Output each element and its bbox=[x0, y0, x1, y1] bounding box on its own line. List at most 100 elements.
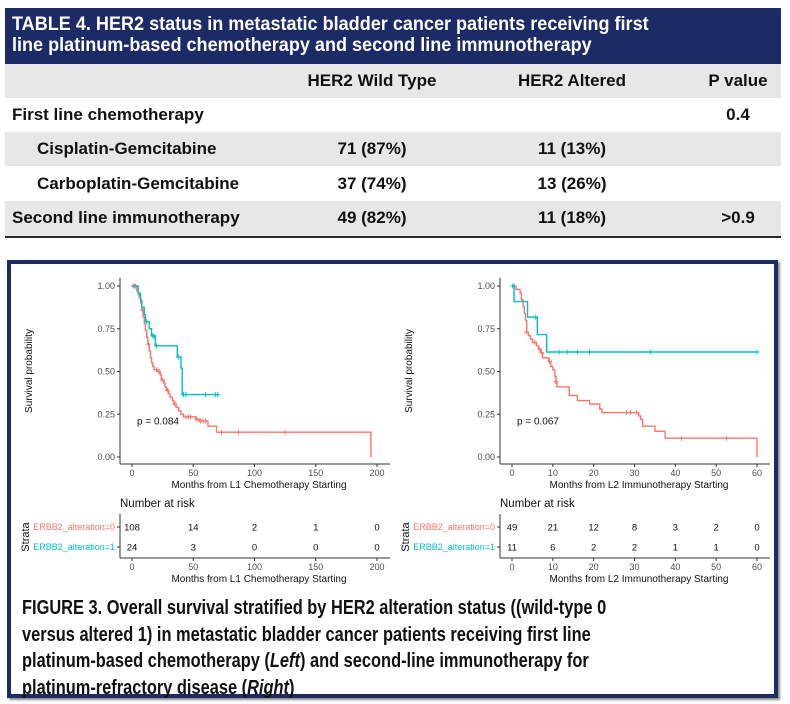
censor-mark bbox=[218, 429, 224, 435]
censor-mark bbox=[531, 339, 537, 345]
table-title-line: TABLE 4. HER2 status in metastatic bladd… bbox=[12, 14, 649, 35]
censor-mark bbox=[556, 349, 562, 355]
risk-x-tick-label: 40 bbox=[670, 562, 680, 572]
table-title: TABLE 4. HER2 status in metastatic bladd… bbox=[5, 8, 781, 64]
censor-mark bbox=[678, 435, 684, 441]
risk-count: 3 bbox=[191, 543, 196, 554]
risk-table-title: Number at risk bbox=[500, 498, 575, 510]
censor-mark bbox=[523, 329, 529, 335]
risk-count: 8 bbox=[632, 523, 637, 534]
censor-mark bbox=[236, 429, 242, 435]
x-tick-label: 50 bbox=[188, 468, 198, 478]
km-curve-erbb2-alteration-0 bbox=[132, 285, 372, 457]
censor-mark bbox=[183, 392, 189, 398]
p-value: 0.4 bbox=[726, 105, 750, 124]
risk-count: 1 bbox=[313, 523, 318, 534]
risk-x-tick-label: 30 bbox=[629, 562, 639, 572]
censor-mark bbox=[151, 333, 157, 339]
risk-count: 2 bbox=[591, 543, 596, 554]
y-tick-label: 0.00 bbox=[477, 452, 495, 462]
risk-count: 1 bbox=[714, 543, 719, 554]
risk-count: 0 bbox=[313, 543, 318, 554]
caption-line: FIGURE 3. Overall survival stratified by… bbox=[22, 595, 606, 622]
strata-axis-title: Strata bbox=[20, 521, 32, 551]
p-value: >0.9 bbox=[721, 208, 755, 227]
km-curve-erbb2-alteration-0 bbox=[512, 285, 758, 457]
x-tick-label: 60 bbox=[752, 468, 762, 478]
risk-count: 1 bbox=[673, 543, 678, 554]
risk-count: 11 bbox=[507, 543, 517, 554]
risk-count: 2 bbox=[252, 523, 257, 534]
censor-mark bbox=[634, 410, 640, 416]
caption-line: platinum-refractory disease (Right) bbox=[22, 675, 606, 702]
risk-count: 2 bbox=[632, 543, 637, 554]
y-tick-label: 0.25 bbox=[97, 409, 115, 419]
row-label: Carboplatin-Gemcitabine bbox=[37, 174, 240, 193]
x-tick-label: 20 bbox=[589, 468, 599, 478]
censor-mark bbox=[587, 349, 593, 355]
caption-italic-text: Right bbox=[247, 676, 290, 699]
y-tick-label: 1.00 bbox=[477, 281, 495, 291]
caption-text: platinum-based chemotherapy ( bbox=[22, 650, 270, 672]
strata-label: ERBB2_alteration=0 bbox=[413, 522, 495, 532]
censor-mark bbox=[539, 350, 545, 356]
risk-count: 14 bbox=[188, 523, 199, 534]
caption-line: platinum-based chemotherapy (Left) and s… bbox=[22, 648, 606, 675]
caption-line: versus altered 1) in metastatic bladder … bbox=[22, 622, 606, 649]
strata-label: ERBB2_alteration=1 bbox=[413, 542, 495, 552]
table-row: First line chemotherapy 0.4 bbox=[5, 98, 781, 132]
wild-type-value: 37 (74%) bbox=[337, 174, 407, 193]
x-tick-label: 0 bbox=[129, 468, 134, 478]
caption-text: versus altered 1) in metastatic bladder … bbox=[22, 623, 591, 646]
risk-count: 24 bbox=[127, 543, 138, 554]
censor-mark bbox=[282, 429, 288, 435]
table-title-line: line platinum-based chemotherapy and sec… bbox=[12, 35, 592, 56]
x-tick-label: 100 bbox=[247, 468, 262, 478]
censor-mark bbox=[564, 349, 570, 355]
altered-value: 13 (26%) bbox=[537, 174, 607, 193]
strata-axis-title: Strata bbox=[400, 521, 412, 551]
risk-count: 6 bbox=[550, 543, 555, 554]
x-tick-label: 50 bbox=[711, 468, 721, 478]
censor-mark bbox=[156, 369, 162, 374]
risk-count: 0 bbox=[754, 543, 759, 554]
risk-count: 2 bbox=[714, 523, 719, 534]
risk-x-tick-label: 10 bbox=[548, 562, 558, 572]
risk-x-tick-label: 50 bbox=[711, 562, 721, 572]
censor-mark bbox=[160, 377, 166, 383]
censor-mark bbox=[203, 392, 208, 398]
caption-text: ) and second-line immunotherapy for bbox=[299, 650, 589, 672]
risk-x-axis-title: Months from L1 Chemotherapy Starting bbox=[171, 574, 346, 585]
row-label: Cisplatin-Gemcitabine bbox=[37, 139, 217, 158]
caption-text: FIGURE 3. Overall survival stratified by… bbox=[22, 597, 607, 619]
censor-mark bbox=[154, 343, 159, 349]
column-header-wild-type: HER2 Wild Type bbox=[307, 71, 437, 90]
risk-x-axis-title: Months from L2 Immunotherapy Starting bbox=[550, 574, 729, 585]
censor-mark bbox=[510, 283, 516, 289]
risk-table-title: Number at risk bbox=[120, 498, 195, 510]
censor-mark bbox=[574, 349, 580, 355]
risk-count: 21 bbox=[548, 523, 559, 534]
strata-label: ERBB2_alteration=0 bbox=[33, 522, 115, 532]
risk-x-tick-label: 200 bbox=[369, 562, 384, 572]
censor-mark bbox=[754, 349, 760, 355]
risk-x-tick-label: 0 bbox=[509, 562, 514, 572]
risk-count: 49 bbox=[507, 523, 518, 534]
risk-count: 0 bbox=[754, 523, 759, 534]
caption-text: platinum-refractory disease ( bbox=[22, 676, 248, 699]
table-bottom-rule bbox=[5, 236, 781, 238]
figure-frame bbox=[7, 260, 778, 698]
risk-x-tick-label: 0 bbox=[129, 562, 134, 572]
column-header-altered: HER2 Altered bbox=[517, 71, 626, 90]
wild-type-value: 71 (87%) bbox=[337, 139, 407, 158]
x-tick-label: 0 bbox=[509, 468, 514, 478]
altered-value: 11 (18%) bbox=[537, 208, 607, 227]
y-tick-label: 1.00 bbox=[97, 281, 115, 291]
row-label: First line chemotherapy bbox=[12, 105, 204, 124]
risk-count: 0 bbox=[374, 543, 379, 554]
censor-mark bbox=[627, 410, 633, 416]
y-axis-title: Survival probability bbox=[24, 329, 35, 413]
caption-italic-text: Left bbox=[269, 650, 300, 672]
risk-count: 3 bbox=[673, 523, 678, 534]
